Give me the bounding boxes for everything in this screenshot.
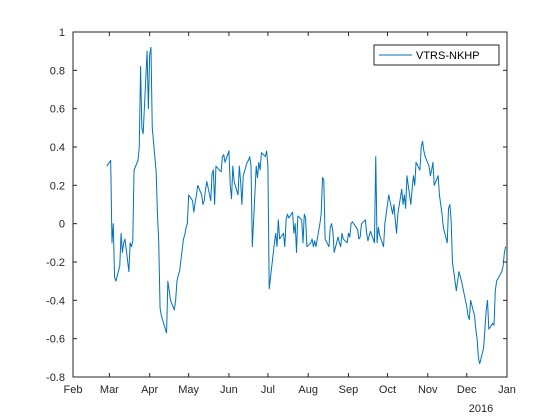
plot-area-background	[73, 32, 507, 377]
series-group	[106, 46, 507, 365]
x-tick-label: Jun	[220, 384, 238, 396]
y-tick-label: 0.6	[50, 104, 65, 116]
legend: VTRS-NKHP	[373, 44, 500, 66]
x-tick-label: Aug	[298, 384, 318, 396]
legend-box	[373, 44, 500, 66]
x-axis-year-label: 2016	[469, 403, 493, 415]
legend-label: VTRS-NKHP	[416, 50, 480, 62]
x-tick-label: Dec	[457, 384, 477, 396]
x-tick-label: Nov	[418, 384, 438, 396]
x-axis: Feb Mar Apr May Jun Jul Aug Sep Oct Nov Dec Jan	[64, 32, 516, 396]
x-tick-label: May	[178, 384, 199, 396]
x-tick-label: Mar	[100, 384, 119, 396]
axes-box	[72, 31, 508, 378]
series-line-0	[106, 46, 507, 365]
y-tick-label: 0	[59, 219, 65, 231]
x-tick-label: Feb	[64, 384, 83, 396]
y-tick-label: -0.2	[46, 257, 65, 269]
y-axis: 1 0.8 0.6 0.4 0.2 0 -0.2 -0.4 -0.6 -0.8	[46, 27, 507, 384]
y-tick-label: -0.4	[46, 295, 65, 307]
y-tick-label: 0.4	[50, 142, 65, 154]
x-tick-label: Oct	[379, 384, 396, 396]
y-tick-label: -0.6	[46, 334, 65, 346]
x-tick-label: Jul	[261, 384, 275, 396]
y-tick-label: 0.8	[50, 65, 65, 77]
y-tick-label: 0.2	[50, 180, 65, 192]
y-tick-label: 1	[59, 27, 65, 39]
y-tick-label: -0.8	[46, 372, 65, 384]
x-tick-label: Apr	[141, 384, 158, 396]
x-tick-label: Jan	[498, 384, 516, 396]
x-tick-label: Sep	[339, 384, 359, 396]
